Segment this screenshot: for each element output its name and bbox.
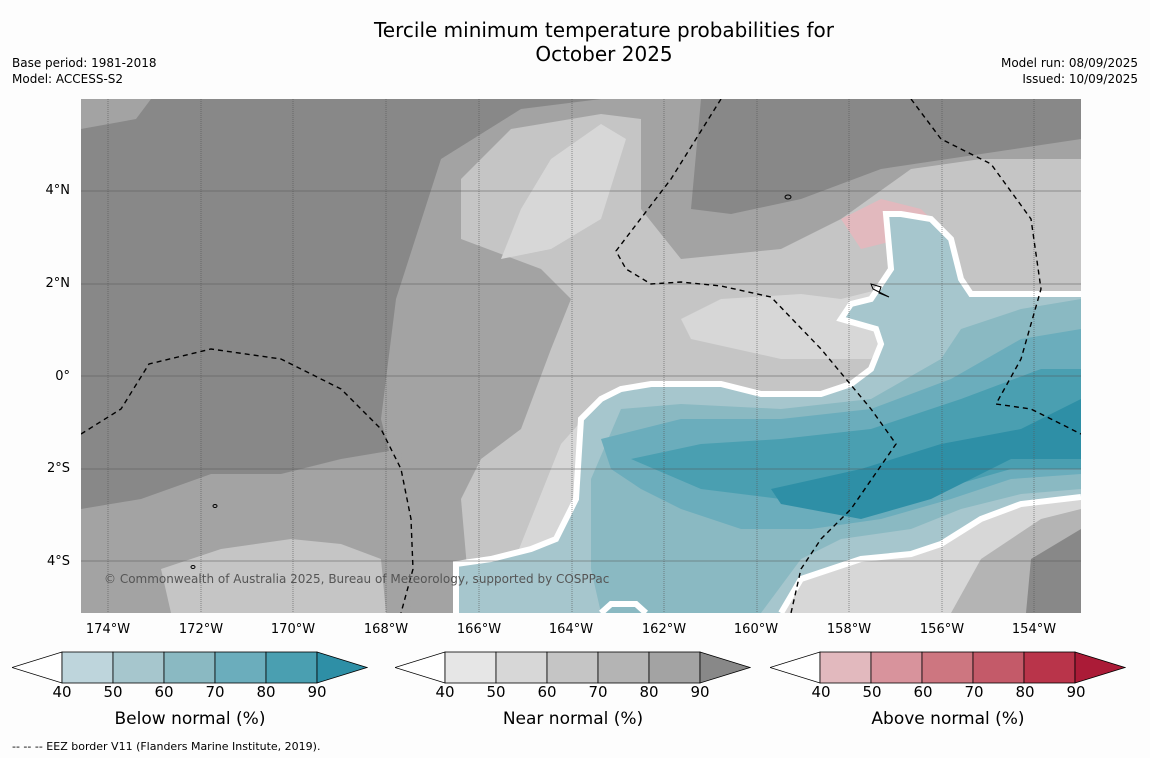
- y-tick: 0°: [55, 369, 70, 384]
- colorbar-tick: 60: [913, 683, 933, 701]
- latitude-lines: [81, 190, 1081, 562]
- colorbar-tick: 40: [811, 683, 831, 701]
- colorbar-extend-high: [316, 651, 369, 684]
- model-run: Model run: 08/09/2025: [1000, 56, 1138, 70]
- colorbar-tick: 80: [1015, 683, 1035, 701]
- colorbar-tick: 60: [537, 683, 557, 701]
- copyright-notice: © Commonwealth of Australia 2025, Bureau…: [104, 572, 610, 586]
- base-period: Base period: 1981-2018: [12, 56, 157, 70]
- colorbar-near-normal: 40 50 60 70 80 90 Near normal (%): [393, 650, 752, 740]
- eez-footnote: -- -- -- EEZ border V11 (Flanders Marine…: [12, 740, 321, 753]
- colorbar-label: Near normal (%): [502, 709, 644, 729]
- colorbar-swatch: [444, 651, 497, 684]
- colorbar-tick: 60: [154, 683, 174, 701]
- grid-lines: [107, 99, 1035, 613]
- y-tick: 2°S: [46, 461, 70, 476]
- colorbar-tick: 50: [862, 683, 882, 701]
- colorbar-tick: 90: [1066, 683, 1086, 701]
- eez-borders: [81, 99, 1081, 613]
- x-tick: 156°W: [919, 622, 965, 637]
- x-tick: 170°W: [270, 622, 316, 637]
- x-tick: 174°W: [85, 622, 131, 637]
- colorbar-swatch: [546, 651, 599, 684]
- map-svg: [81, 99, 1081, 613]
- model-name: Model: ACCESS-S2: [12, 72, 124, 86]
- colorbar-swatch: [112, 651, 165, 684]
- colorbar-below-svg: [10, 651, 369, 684]
- y-tick: 2°N: [45, 276, 71, 291]
- x-tick: 168°W: [363, 622, 409, 637]
- y-tick: 4°N: [45, 183, 71, 198]
- colorbar-tick: 80: [639, 683, 659, 701]
- colorbar-tick: 70: [964, 683, 984, 701]
- y-tick: 4°S: [46, 554, 70, 569]
- colorbar-swatch: [870, 651, 923, 684]
- colorbar-extend-low: [768, 651, 821, 684]
- x-tick: 166°W: [456, 622, 502, 637]
- x-tick: 154°W: [1011, 622, 1057, 637]
- run-info: Model run: 08/09/2025 Issued: 10/09/2025: [1001, 55, 1138, 87]
- islands: [190, 194, 890, 569]
- colorbar-swatch: [1023, 651, 1076, 684]
- x-tick: 164°W: [548, 622, 594, 637]
- colorbar-swatch: [921, 651, 974, 684]
- colorbar-swatch: [163, 651, 216, 684]
- colorbar-tick: 80: [256, 683, 276, 701]
- model-info: Base period: 1981-2018 Model: ACCESS-S2: [12, 55, 157, 87]
- colorbar-swatch: [972, 651, 1025, 684]
- colorbar-tick: 70: [205, 683, 225, 701]
- colorbar-extend-low: [10, 651, 63, 684]
- colorbar-tick: 50: [486, 683, 506, 701]
- x-tick: 172°W: [178, 622, 224, 637]
- issued-date: Issued: 10/09/2025: [1022, 72, 1138, 86]
- x-tick: 162°W: [641, 622, 687, 637]
- colorbar-swatch: [495, 651, 548, 684]
- x-tick: 158°W: [826, 622, 872, 637]
- colorbar-tick: 70: [588, 683, 608, 701]
- title-line-1: Tercile minimum temperature probabilitie…: [373, 18, 835, 42]
- colorbar-extend-low: [393, 651, 446, 684]
- map-title: Tercile minimum temperature probabilitie…: [0, 18, 1150, 66]
- colorbar-tick: 40: [435, 683, 455, 701]
- colorbar-swatch: [61, 651, 114, 684]
- colorbar-tick: 50: [103, 683, 123, 701]
- colorbar-above-svg: [768, 651, 1127, 684]
- colorbar-swatch: [265, 651, 318, 684]
- colorbar-extend-high: [1074, 651, 1127, 684]
- colorbar-label: Above normal (%): [871, 709, 1025, 729]
- title-line-2: October 2025: [535, 42, 673, 66]
- colorbar-tick: 90: [690, 683, 710, 701]
- colorbar-label: Below normal (%): [114, 709, 266, 729]
- colorbar-swatch: [214, 651, 267, 684]
- colorbar-tick: 90: [307, 683, 327, 701]
- colorbar-swatch: [819, 651, 872, 684]
- x-tick: 160°W: [733, 622, 779, 637]
- colorbar-near-svg: [393, 651, 752, 684]
- colorbar-swatch: [597, 651, 650, 684]
- colorbar-tick: 40: [52, 683, 72, 701]
- probability-map: [81, 99, 1081, 613]
- colorbar-swatch: [648, 651, 701, 684]
- colorbar-above-normal: 40 50 60 70 80 90 Above normal (%): [768, 650, 1127, 740]
- colorbar-below-normal: 40 50 60 70 80 90 Below normal (%): [10, 650, 369, 740]
- colorbar-extend-high: [699, 651, 752, 684]
